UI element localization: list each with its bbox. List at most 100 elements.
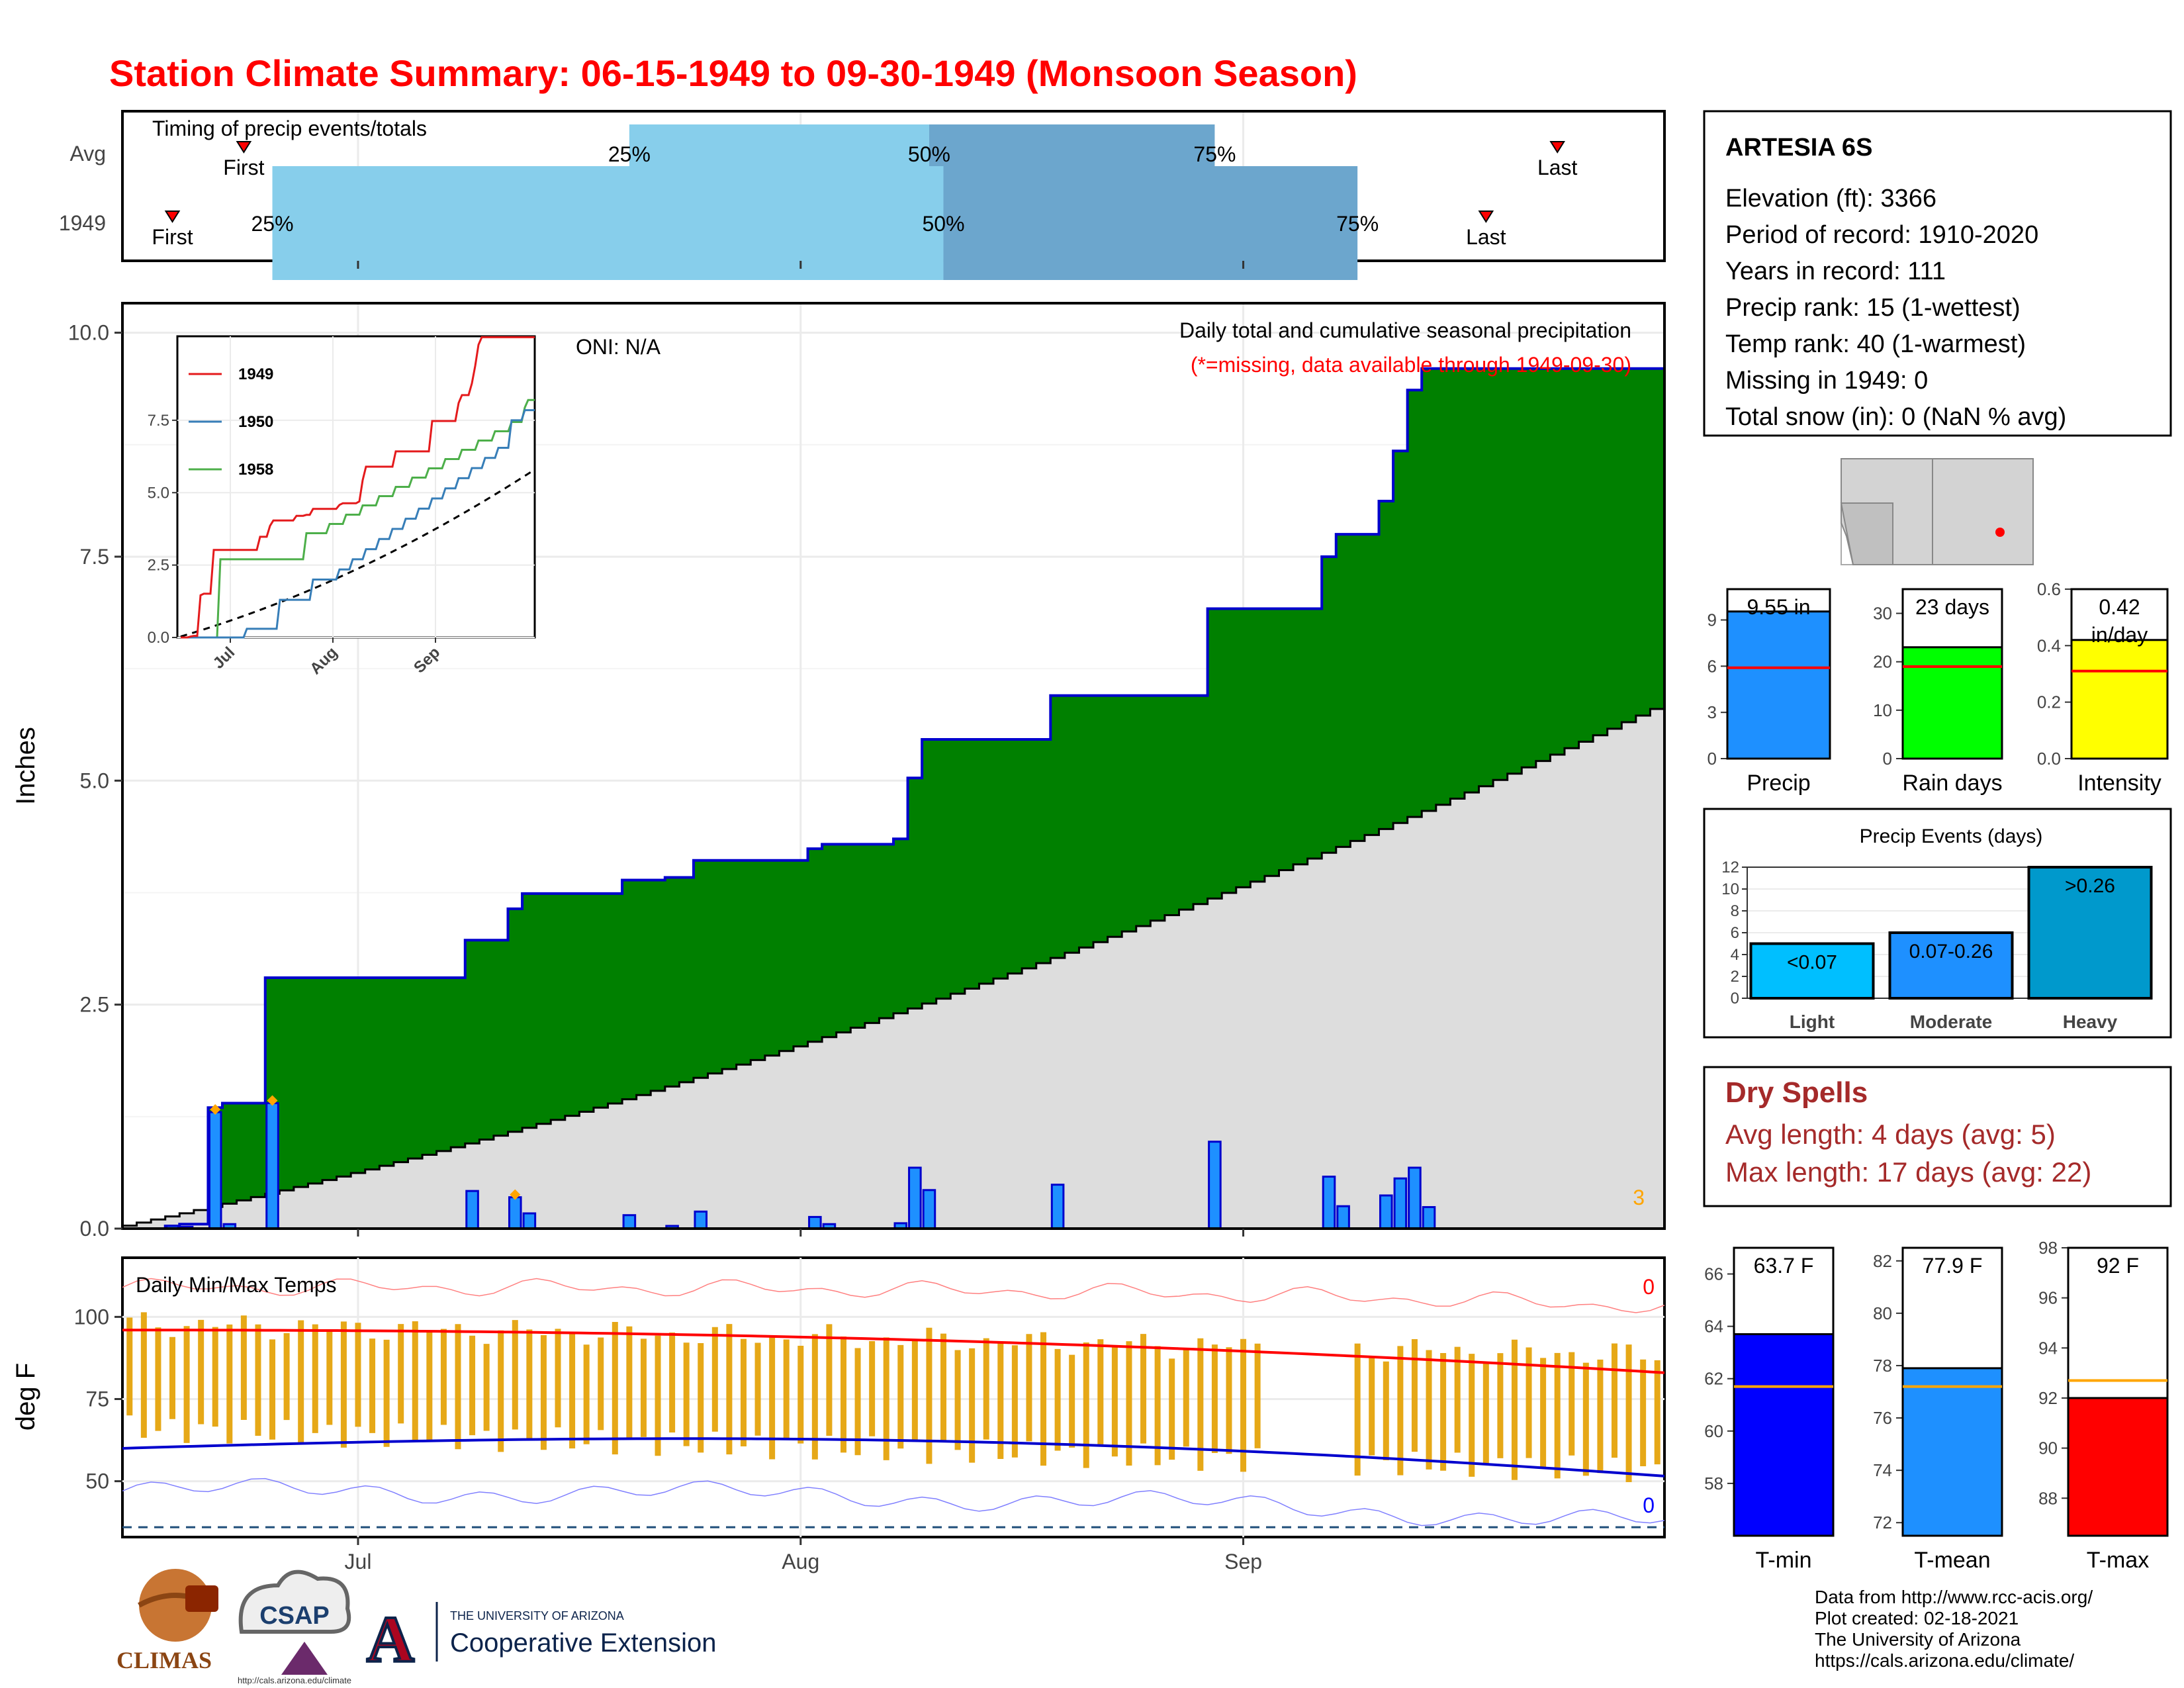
tmean-value-label: 77.9 F — [1923, 1254, 1983, 1278]
timing-pct-1949-1: 50% — [922, 212, 964, 236]
event-bar-xlabel: Moderate — [1910, 1011, 1992, 1032]
precip-total-ytick-label: 0 — [1707, 749, 1717, 769]
timing-first-marker-1949 — [164, 211, 181, 223]
avg-max-temp-line — [122, 1329, 1665, 1374]
daily-precip-bar — [508, 1196, 522, 1230]
daily-precip-marker — [210, 1104, 221, 1115]
daily-precip-marker — [267, 1095, 278, 1106]
events-ytick-label: 2 — [1731, 968, 1739, 986]
rain-days-ytick-label: 20 — [1873, 652, 1892, 672]
daily-precip-bar — [1422, 1206, 1436, 1230]
tmax-ytick-label: 88 — [2038, 1488, 2058, 1508]
timing-label: Timing of precip events/totals — [152, 117, 427, 140]
events-ytick-label: 12 — [1721, 859, 1739, 876]
inset-ytick-label: 7.5 — [148, 412, 169, 430]
inset-legend-label: 1949 — [238, 365, 273, 383]
events-title: Precip Events (days) — [1860, 825, 2043, 847]
x-tick-label: Jul — [345, 1550, 372, 1573]
inset-frame — [176, 335, 536, 639]
timing-panel: Timing of precip events/totals Avg 1949 … — [59, 110, 1666, 280]
event-bar-label: >0.26 — [2065, 875, 2115, 897]
region-shape — [1840, 502, 1893, 565]
timing-last-label-avg: Last — [1537, 156, 1578, 179]
precip-ylabel: Inches — [11, 727, 40, 805]
corner-count: 3 — [1633, 1186, 1645, 1209]
cumulative-above-avg-area — [122, 368, 1664, 1229]
new-mexico-shape — [1932, 458, 2034, 565]
precip-events-box: Precip Events (days) 0 2 4 6 8 10 12 <0.07 Light… — [1703, 808, 2172, 1039]
temp-ytick-label: 100 — [74, 1305, 109, 1329]
tmean-ytick-label: 80 — [1873, 1303, 1892, 1323]
precip-ytick-label: 5.0 — [80, 769, 109, 792]
inset-series-1950 — [181, 409, 535, 639]
dry-spells-box: Dry Spells Avg length: 4 days (avg: 5) M… — [1703, 1066, 2172, 1207]
inset-legend-label: 1950 — [238, 413, 273, 431]
avg-min-temp-line — [122, 1437, 1665, 1477]
footer-line: Plot created: 02-18-2021 — [1815, 1608, 2019, 1628]
dry-spells-frame — [1703, 1066, 2172, 1207]
tmean-ytick-label: 72 — [1873, 1513, 1892, 1532]
events-ytick-label: 0 — [1731, 990, 1739, 1008]
tmin-ytick-label: 64 — [1704, 1317, 1723, 1336]
rain-days-bar — [1901, 646, 2003, 760]
event-bar-moderate — [1888, 931, 2014, 1000]
daily-precip-bar — [694, 1210, 708, 1230]
dry-spells-title: Dry Spells — [1725, 1076, 1868, 1109]
tmax-ytick-label: 98 — [2038, 1238, 2058, 1258]
csap-url: http://cals.arizona.edu/climate — [238, 1675, 351, 1685]
timing-pct-1949-0: 25% — [251, 212, 294, 236]
timing-pct-1949-2: 75% — [1336, 212, 1379, 236]
precip-ytick-label: 2.5 — [80, 993, 109, 1017]
footer-line: The University of Arizona — [1815, 1629, 2021, 1650]
station-frame — [1703, 110, 2172, 437]
mountain-icon — [281, 1642, 328, 1675]
inset-average-line — [180, 468, 535, 637]
intensity-xlabel: Intensity — [2077, 771, 2161, 796]
tmean-ytick-label: 82 — [1873, 1251, 1892, 1271]
tmax-ytick-label: 94 — [2038, 1338, 2058, 1358]
event-bar-heavy — [2027, 866, 2153, 1000]
dry-spells-avg: Avg length: 4 days (avg: 5) — [1725, 1119, 2056, 1150]
ua-block-a-icon: A — [367, 1603, 414, 1676]
tmax-ytick-label: 92 — [2038, 1388, 2058, 1408]
station-info-line: Years in record: 111 — [1725, 258, 1946, 285]
daily-precip-bar — [1050, 1184, 1065, 1230]
station-name: ARTESIA 6S — [1725, 134, 1872, 162]
daily-precip-bar — [622, 1214, 637, 1230]
inset-legend-label: 1958 — [238, 461, 273, 479]
tmax-ytick-label: 96 — [2038, 1288, 2058, 1308]
tmean-ytick-label: 74 — [1873, 1460, 1892, 1480]
daily-precip-bar — [1322, 1176, 1336, 1230]
event-bar-label: <0.07 — [1787, 952, 1837, 974]
events-ytick-label: 4 — [1731, 946, 1739, 964]
tmin-ytick-label: 60 — [1704, 1421, 1723, 1441]
tmean-bar — [1901, 1367, 2003, 1537]
daily-precip-bar — [522, 1212, 537, 1230]
precip-ytick-label: 10.0 — [68, 321, 109, 345]
timing-bar-1949-q2 — [272, 166, 944, 280]
temp-label: Daily Min/Max Temps — [136, 1273, 336, 1297]
csap-wordmark: CSAP — [259, 1602, 330, 1630]
inset-ytick-label: 5.0 — [148, 484, 169, 502]
intensity-value-label: in/day — [2091, 623, 2148, 647]
tmax-xlabel: T-max — [2087, 1548, 2149, 1573]
daily-precip-bar — [208, 1111, 222, 1230]
climas-logo: CLIMAS — [116, 1569, 218, 1673]
precip-total-ytick-label: 9 — [1707, 610, 1717, 630]
tmin-xlabel: T-min — [1756, 1548, 1812, 1573]
rain-days-ytick-label: 10 — [1873, 700, 1892, 720]
timing-bar-1949-q3 — [943, 166, 1358, 280]
footer-line: https://cals.arizona.edu/climate/ — [1815, 1650, 2074, 1671]
events-ytick-label: 10 — [1721, 880, 1739, 898]
cumulative-precip-line — [122, 367, 1664, 1230]
climas-wordmark: CLIMAS — [116, 1647, 212, 1673]
timing-first-label-1949: First — [152, 225, 193, 249]
events-ytick-label: 6 — [1731, 924, 1739, 942]
tmean-ytick-label: 76 — [1873, 1408, 1892, 1428]
daily-precip-bar — [1408, 1166, 1422, 1230]
inset-series-1958 — [181, 399, 535, 639]
precip-total-value-label: 9.55 in — [1747, 595, 1810, 619]
tmean-ytick-label: 78 — [1873, 1356, 1892, 1376]
